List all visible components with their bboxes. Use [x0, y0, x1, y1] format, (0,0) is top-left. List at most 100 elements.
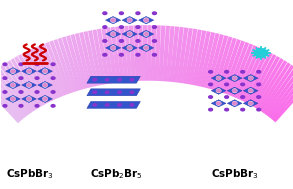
Circle shape	[209, 70, 212, 73]
Circle shape	[249, 89, 253, 92]
Ellipse shape	[92, 103, 97, 107]
Ellipse shape	[26, 69, 32, 74]
Ellipse shape	[248, 101, 253, 106]
Polygon shape	[211, 74, 226, 82]
Circle shape	[103, 26, 107, 28]
Circle shape	[111, 19, 115, 22]
Polygon shape	[211, 100, 226, 107]
Text: CsPbBr$_3$: CsPbBr$_3$	[6, 168, 54, 181]
Circle shape	[35, 91, 39, 93]
Ellipse shape	[42, 69, 48, 74]
Polygon shape	[6, 68, 20, 75]
Ellipse shape	[10, 69, 16, 74]
Circle shape	[11, 84, 15, 86]
Circle shape	[35, 105, 39, 107]
Ellipse shape	[248, 88, 253, 93]
Circle shape	[144, 19, 148, 22]
Circle shape	[233, 89, 237, 92]
Circle shape	[257, 70, 261, 73]
Ellipse shape	[143, 31, 149, 37]
Circle shape	[233, 102, 237, 105]
Polygon shape	[105, 30, 121, 38]
Circle shape	[127, 33, 132, 35]
Polygon shape	[87, 101, 140, 108]
Circle shape	[3, 105, 7, 107]
Text: CsPbBr$_3$: CsPbBr$_3$	[211, 168, 259, 181]
Ellipse shape	[105, 90, 110, 94]
Circle shape	[241, 96, 245, 98]
Circle shape	[225, 70, 229, 73]
Polygon shape	[227, 87, 242, 94]
Ellipse shape	[143, 45, 149, 50]
Circle shape	[51, 105, 55, 107]
Ellipse shape	[105, 103, 110, 107]
Ellipse shape	[42, 82, 48, 88]
Circle shape	[120, 12, 123, 15]
Circle shape	[217, 102, 221, 105]
Circle shape	[257, 83, 261, 86]
Circle shape	[111, 33, 115, 35]
Polygon shape	[227, 100, 242, 107]
Circle shape	[43, 98, 47, 100]
Circle shape	[51, 91, 55, 93]
Circle shape	[152, 12, 156, 15]
Circle shape	[136, 26, 140, 28]
Circle shape	[144, 33, 148, 35]
Ellipse shape	[117, 90, 122, 94]
Ellipse shape	[117, 78, 122, 82]
Polygon shape	[122, 44, 137, 52]
Ellipse shape	[216, 76, 222, 81]
Circle shape	[43, 84, 47, 86]
Circle shape	[209, 96, 212, 98]
Circle shape	[11, 98, 15, 100]
Ellipse shape	[10, 82, 16, 88]
Circle shape	[249, 102, 253, 105]
Circle shape	[241, 108, 245, 111]
Text: CsPb$_2$Br$_5$: CsPb$_2$Br$_5$	[90, 168, 143, 181]
Circle shape	[19, 105, 23, 107]
Circle shape	[51, 77, 55, 79]
Circle shape	[233, 77, 237, 79]
Polygon shape	[38, 95, 52, 102]
Ellipse shape	[130, 103, 134, 107]
Ellipse shape	[232, 101, 237, 106]
Circle shape	[103, 53, 107, 56]
Circle shape	[241, 83, 245, 86]
Circle shape	[3, 77, 7, 79]
Polygon shape	[243, 74, 258, 82]
Ellipse shape	[130, 90, 134, 94]
Circle shape	[27, 70, 31, 73]
Polygon shape	[105, 44, 121, 52]
Circle shape	[241, 70, 245, 73]
Circle shape	[27, 84, 31, 86]
Ellipse shape	[110, 45, 116, 50]
Ellipse shape	[26, 82, 32, 88]
Circle shape	[136, 40, 140, 42]
Circle shape	[51, 63, 55, 66]
Ellipse shape	[42, 96, 48, 101]
Ellipse shape	[143, 18, 149, 23]
Ellipse shape	[10, 96, 16, 101]
Ellipse shape	[232, 76, 237, 81]
Circle shape	[257, 108, 261, 111]
Polygon shape	[243, 100, 258, 107]
Ellipse shape	[117, 103, 122, 107]
Polygon shape	[22, 81, 36, 89]
Ellipse shape	[130, 78, 134, 82]
Polygon shape	[38, 81, 52, 89]
Circle shape	[217, 89, 221, 92]
Circle shape	[209, 108, 212, 111]
Circle shape	[120, 53, 123, 56]
Ellipse shape	[110, 18, 116, 23]
Ellipse shape	[127, 18, 132, 23]
Circle shape	[27, 98, 31, 100]
Polygon shape	[122, 16, 137, 24]
Circle shape	[136, 12, 140, 15]
Circle shape	[3, 63, 7, 66]
Ellipse shape	[26, 96, 32, 101]
Ellipse shape	[248, 76, 253, 81]
Polygon shape	[38, 68, 52, 75]
Circle shape	[19, 91, 23, 93]
Polygon shape	[227, 74, 242, 82]
Polygon shape	[6, 81, 20, 89]
